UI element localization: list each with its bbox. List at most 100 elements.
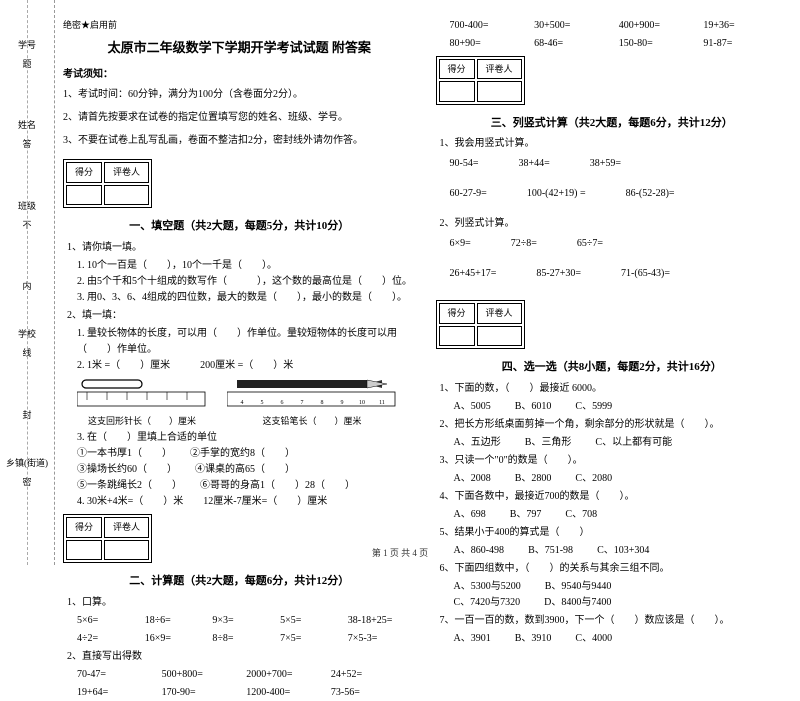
unit-item: ④课桌的高65（ ） — [195, 462, 295, 478]
svg-text:7: 7 — [301, 400, 304, 406]
opt: C、5999 — [575, 399, 612, 415]
notice-line: 2、请首先按要求在试卷的指定位置填写您的姓名、班级、学号。 — [63, 109, 416, 126]
score-cell: 评卷人 — [477, 59, 522, 79]
score-blank — [104, 185, 149, 205]
binding-column: 学号 题 姓名 答 班级 不 内 学校 线 封 乡镇(街道) 密 — [0, 0, 55, 565]
svg-text:8: 8 — [321, 400, 324, 406]
choice-opts: A、5005 B、6010 C、5999 — [454, 399, 789, 415]
calc-item: 4÷2= — [77, 631, 145, 647]
opt: B、3910 — [515, 631, 552, 647]
vert-item: 60-27-9= — [450, 186, 487, 202]
calc-item: 5×5= — [280, 613, 348, 629]
exam-title: 太原市二年级数学下学期开学考试试题 附答案 — [63, 38, 416, 59]
q1-a: 1. 10个一百是（ ），10个一千是（ ）。 — [77, 258, 416, 274]
svg-text:11: 11 — [379, 400, 385, 406]
calc-item: 16×9= — [145, 631, 213, 647]
vert-item: 90-54= — [450, 156, 479, 172]
left-column: 绝密★启用前 太原市二年级数学下学期开学考试试题 附答案 考试须知： 1、考试时… — [63, 18, 416, 557]
vert-item: 71-(65-43)= — [621, 266, 670, 282]
score-cell: 得分 — [66, 162, 102, 182]
choice-q: 5、结果小于400的算式是（ ） — [440, 525, 789, 541]
score-cell: 得分 — [439, 59, 475, 79]
vert-item: 38+59= — [590, 156, 621, 172]
vert-item: 38+44= — [518, 156, 549, 172]
vert-item: 26+45+17= — [450, 266, 497, 282]
vert-item: 65÷7= — [577, 236, 603, 252]
vert-row: 90-54= 38+44= 38+59= — [450, 156, 789, 172]
opt: A、698 — [454, 507, 486, 523]
choice-q: 6、下面四组数中，（ ）的关系与其余三组不同。 — [440, 561, 789, 577]
calc-item: 8÷8= — [212, 631, 280, 647]
binding-dashed-line — [27, 0, 28, 565]
unit-item: ⑤一条跳绳长2（ ） — [77, 478, 182, 494]
section-1-title: 一、填空题（共2大题，每题5分，共计10分） — [63, 218, 416, 236]
calc-item: 500+800= — [162, 667, 247, 683]
unit-item: ③操场长约60（ ） — [77, 462, 177, 478]
svg-text:4: 4 — [241, 400, 244, 406]
vert-item: 6×9= — [450, 236, 471, 252]
vert2-head: 2、列竖式计算。 — [440, 216, 789, 232]
score-cell: 评卷人 — [477, 303, 522, 323]
calc-item: 7×5= — [280, 631, 348, 647]
clip-caption: 这支回形针长（ ）厘米 — [77, 414, 207, 428]
calc-item: 19+36= — [703, 18, 788, 34]
vert-item: 72÷8= — [511, 236, 537, 252]
q2-d: 4. 30米+4米=（ ）米 12厘米-7厘米=（ ）厘米 — [77, 494, 416, 510]
opt: A、3901 — [454, 631, 491, 647]
svg-text:5: 5 — [261, 400, 264, 406]
calc-item: 24+52= — [331, 667, 416, 683]
paperclip-icon — [77, 378, 207, 410]
score-box: 得分评卷人 — [436, 56, 525, 105]
svg-text:6: 6 — [281, 400, 284, 406]
calc-item: 5×6= — [77, 613, 145, 629]
score-box: 得分评卷人 — [63, 159, 152, 208]
choice-opts: A、698 B、797 C、708 — [454, 507, 789, 523]
vert1-head: 1、我会用竖式计算。 — [440, 136, 789, 152]
choice-q: 7、一百一百的数，数到3900，下一个（ ）数应该是（ ）。 — [440, 613, 789, 629]
section-4-title: 四、选一选（共8小题，每题2分，共计16分） — [436, 359, 789, 377]
calc-item: 9×3= — [212, 613, 280, 629]
calc2-grid: 70-47= 500+800= 2000+700= 24+52= 19+64= … — [77, 667, 416, 701]
choice-q: 2、把长方形纸桌面剪掉一个角，剩余部分的形状就是（ ）。 — [440, 417, 789, 433]
q2-c: 3. 在（ ）里填上合适的单位 — [77, 430, 416, 446]
opt: B、三角形 — [525, 435, 572, 451]
calc-item: 18÷6= — [145, 613, 213, 629]
exam-page: 学号 题 姓名 答 班级 不 内 学校 线 封 乡镇(街道) 密 绝密★启用前 — [0, 0, 800, 565]
ruler-diagram: 这支回形针长（ ）厘米 456 789 1011 这支铅笔 — [77, 378, 416, 429]
opt: C、708 — [565, 507, 597, 523]
score-cell: 评卷人 — [104, 162, 149, 182]
opt: A、5300与5200 — [454, 579, 521, 595]
content-area: 绝密★启用前 太原市二年级数学下学期开学考试试题 附答案 考试须知： 1、考试时… — [55, 0, 800, 565]
score-cell: 评卷人 — [104, 517, 149, 537]
calc-item: 91-87= — [703, 36, 788, 52]
opt: C、4000 — [575, 631, 612, 647]
opt: C、7420与7320 — [454, 595, 521, 611]
calc-item: 700-400= — [450, 18, 535, 34]
score-blank — [439, 81, 475, 101]
opt: A、5005 — [454, 399, 491, 415]
unit-row: ①一本书厚1（ ） ②手掌的宽约8（ ） — [77, 446, 416, 462]
calc1-grid: 5×6= 18÷6= 9×3= 5×5= 38-18+25= 4÷2= 16×9… — [77, 613, 416, 647]
calc-item: 68-46= — [534, 36, 619, 52]
notice-line: 3、不要在试卷上乱写乱画，卷面不整洁扣2分，密封线外请勿作答。 — [63, 132, 416, 149]
calc-item: 2000+700= — [246, 667, 331, 683]
calc1-head: 1、口算。 — [67, 595, 416, 611]
calc-item: 170-90= — [162, 685, 247, 701]
right-column: 700-400= 30+500= 400+900= 19+36= 80+90= … — [436, 18, 789, 557]
q2-head: 2、填一填： — [67, 308, 416, 324]
notice-line: 1、考试时间：60分钟，满分为100分（含卷面分2分）。 — [63, 86, 416, 103]
calc-item: 70-47= — [77, 667, 162, 683]
calc-item: 38-18+25= — [348, 613, 416, 629]
opt: D、8400与7400 — [544, 595, 611, 611]
svg-text:9: 9 — [341, 400, 344, 406]
score-cell: 得分 — [66, 517, 102, 537]
clip-block: 这支回形针长（ ）厘米 — [77, 378, 207, 429]
calc-item: 400+900= — [619, 18, 704, 34]
pencil-caption: 这支铅笔长（ ）厘米 — [227, 414, 397, 428]
vert-item: 85-27+30= — [536, 266, 581, 282]
q1-b: 2. 由5个千和5个十组成的数写作（ ），这个数的最高位是（ ）位。 — [77, 274, 416, 290]
score-blank — [477, 81, 522, 101]
page-footer: 第 1 页 共 4 页 — [0, 546, 800, 559]
choice-q: 1、下面的数，（ ）最接近 6000。 — [440, 381, 789, 397]
q2-a: 1. 量较长物体的长度，可以用（ ）作单位。量较短物体的长度可以用（ ）作单位。 — [77, 326, 416, 358]
